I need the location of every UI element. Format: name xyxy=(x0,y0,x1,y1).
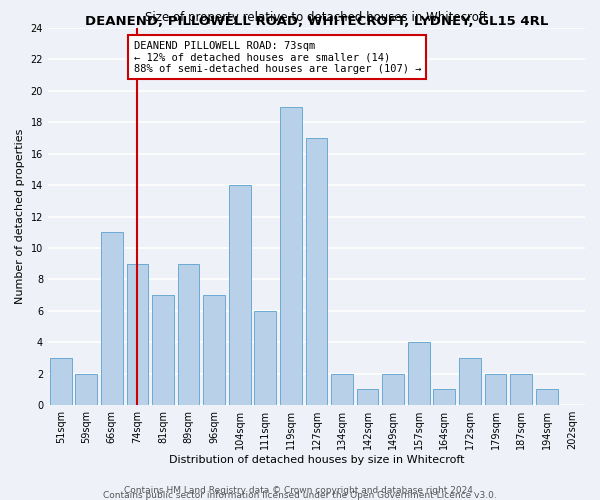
Text: Size of property relative to detached houses in Whitecroft: Size of property relative to detached ho… xyxy=(145,11,488,24)
X-axis label: Distribution of detached houses by size in Whitecroft: Distribution of detached houses by size … xyxy=(169,455,464,465)
Bar xyxy=(459,358,481,405)
Bar xyxy=(127,264,148,405)
Y-axis label: Number of detached properties: Number of detached properties xyxy=(15,129,25,304)
Bar xyxy=(510,374,532,405)
Title: DEANEND, PILLOWELL ROAD, WHITECROFT, LYDNEY, GL15 4RL: DEANEND, PILLOWELL ROAD, WHITECROFT, LYD… xyxy=(85,15,548,28)
Bar xyxy=(357,390,379,405)
Bar xyxy=(331,374,353,405)
Text: DEANEND PILLOWELL ROAD: 73sqm
← 12% of detached houses are smaller (14)
88% of s: DEANEND PILLOWELL ROAD: 73sqm ← 12% of d… xyxy=(134,40,421,74)
Bar xyxy=(382,374,404,405)
Bar xyxy=(305,138,328,405)
Bar xyxy=(152,295,174,405)
Bar xyxy=(50,358,71,405)
Bar xyxy=(408,342,430,405)
Bar xyxy=(76,374,97,405)
Bar xyxy=(280,106,302,405)
Bar xyxy=(178,264,199,405)
Text: Contains HM Land Registry data © Crown copyright and database right 2024.: Contains HM Land Registry data © Crown c… xyxy=(124,486,476,495)
Bar xyxy=(229,185,251,405)
Bar xyxy=(433,390,455,405)
Bar xyxy=(101,232,123,405)
Bar xyxy=(485,374,506,405)
Bar xyxy=(203,295,225,405)
Bar xyxy=(254,311,276,405)
Text: Contains public sector information licensed under the Open Government Licence v3: Contains public sector information licen… xyxy=(103,491,497,500)
Bar xyxy=(536,390,557,405)
